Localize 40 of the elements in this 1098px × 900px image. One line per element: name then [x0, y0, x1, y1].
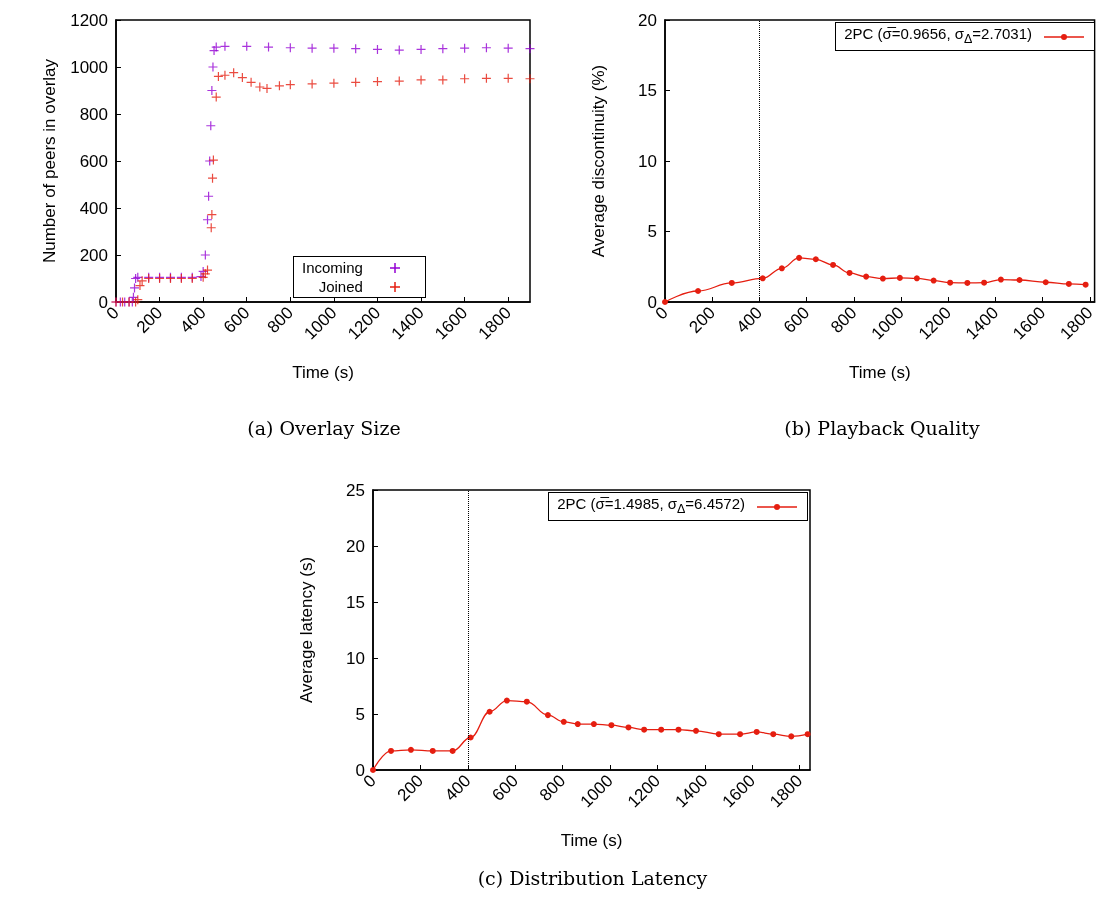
y-tick-label: 5: [355, 704, 365, 724]
x-tick-label: 200: [393, 771, 428, 805]
x-tick-label: 800: [263, 303, 298, 337]
x-tick-label: 800: [827, 303, 861, 337]
y-tick-label: 25: [346, 480, 365, 500]
y-axis-title: Number of peers in overlay: [40, 58, 59, 264]
y-tick-label: 1200: [70, 10, 108, 30]
legend-label: Incoming: [302, 258, 363, 277]
y-tick-label: 400: [79, 198, 108, 218]
y-tick-label: 1000: [70, 57, 108, 77]
legend-label: 2PC (σ̅=0.9656, σ$_{Δ}$=2.7031): [844, 24, 1032, 48]
x-tick-label: 600: [488, 771, 522, 805]
y-tick-label: 15: [638, 81, 657, 100]
y-tick-label: 5: [647, 222, 657, 241]
text: (a) Overlay Size: [247, 416, 401, 439]
x-tick-label: 600: [779, 303, 814, 337]
y-tick-label: 15: [346, 592, 365, 612]
y-tick-label: 200: [79, 245, 108, 265]
x-tick-label: 800: [535, 771, 570, 805]
y-tick-label: 20: [638, 10, 657, 30]
y-tick-label: 10: [346, 648, 365, 668]
x-tick-label: 200: [685, 303, 719, 337]
x-tick-label: 400: [176, 303, 210, 337]
x-tick-label: 400: [732, 303, 767, 337]
x-axis-title: Time (s): [848, 363, 911, 382]
text: (b) Playback Quality: [784, 416, 980, 439]
text: (c) Distribution Latency: [477, 866, 708, 889]
y-axis-title: Average discontinuity (%): [589, 64, 608, 258]
legend-label: 2PC (σ̅=1.4985, σ$_{Δ}$=6.4572): [557, 494, 745, 518]
x-axis-title: Time (s): [560, 831, 623, 850]
x-tick-label: 600: [219, 303, 254, 337]
y-tick-label: 10: [638, 151, 657, 171]
y-axis-title: Average latency (s): [297, 556, 316, 704]
y-tick-label: 20: [346, 536, 365, 556]
legend-label: Joined: [318, 277, 363, 296]
y-tick-label: 800: [79, 104, 108, 124]
x-tick-label: 400: [441, 771, 475, 805]
x-tick-label: 200: [132, 303, 167, 337]
x-axis-title: Time (s): [292, 363, 354, 382]
y-tick-label: 600: [79, 151, 108, 171]
